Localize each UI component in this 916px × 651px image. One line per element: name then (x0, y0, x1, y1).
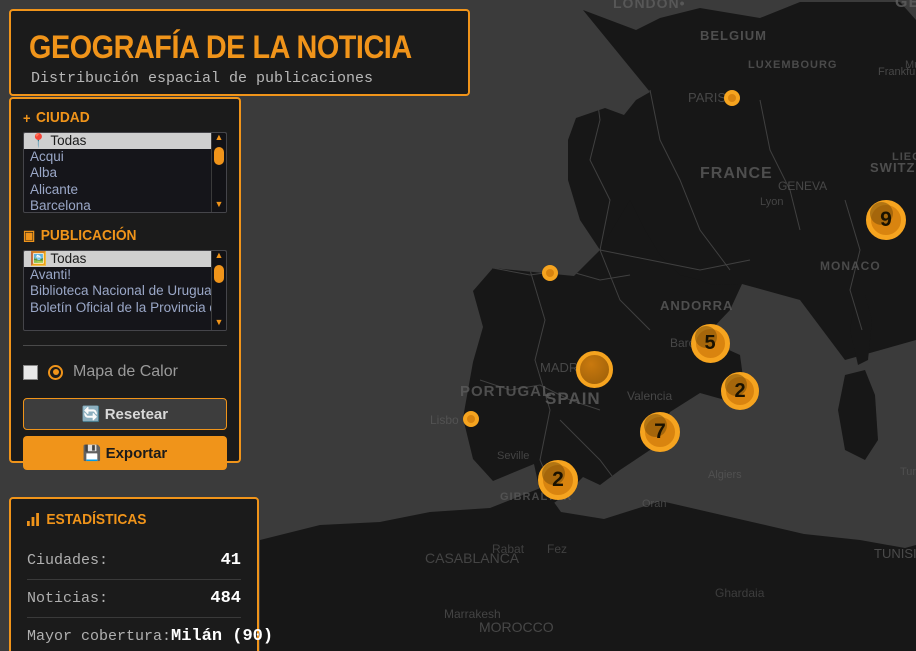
svg-text:Lyon: Lyon (760, 196, 783, 208)
svg-text:BELGIUM: BELGIUM (700, 28, 767, 43)
svg-text:SWITZERLAND: SWITZERLAND (870, 160, 916, 175)
svg-text:Algiers: Algiers (708, 469, 742, 481)
svg-text:CASABLANCA: CASABLANCA (425, 550, 520, 566)
svg-text:ANDORRA: ANDORRA (660, 298, 733, 313)
svg-text:GERM: GERM (895, 0, 916, 11)
svg-text:MONACO: MONACO (820, 259, 881, 273)
svg-text:LONDON•: LONDON• (613, 0, 686, 11)
svg-text:PARIS: PARIS (688, 90, 726, 105)
svg-text:SPAIN: SPAIN (545, 389, 601, 408)
svg-text:Lisbo: Lisbo (430, 413, 459, 427)
svg-text:Valencia: Valencia (627, 389, 672, 403)
svg-text:Ghardaia: Ghardaia (715, 586, 765, 600)
svg-text:MOROCCO: MOROCCO (479, 619, 554, 635)
svg-text:Seville: Seville (497, 450, 529, 462)
svg-text:Tunis: Tunis (900, 466, 916, 478)
svg-text:LUXEMBOURG: LUXEMBOURG (748, 59, 837, 71)
svg-text:FRANCE: FRANCE (700, 165, 773, 182)
svg-text:GENEVA: GENEVA (778, 179, 827, 193)
svg-text:PORTUGAL: PORTUGAL (460, 383, 552, 400)
svg-text:Fez: Fez (547, 542, 567, 556)
svg-text:TUNISIA: TUNISIA (874, 546, 916, 561)
svg-text:Mu: Mu (905, 59, 916, 71)
svg-text:Oran: Oran (642, 498, 666, 510)
